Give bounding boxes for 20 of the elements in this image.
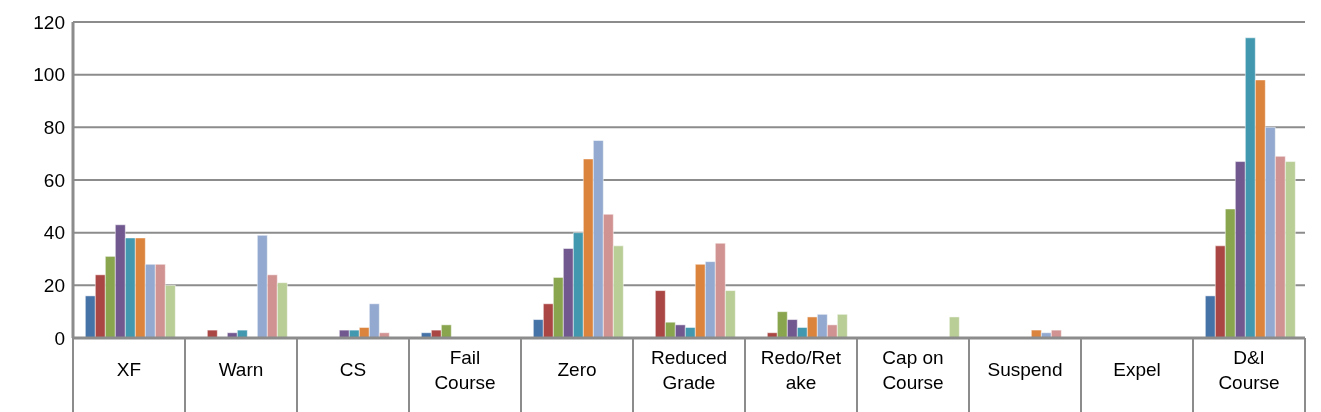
x-tick-label: Fail Course: [434, 347, 496, 393]
x-tick-label: CS: [339, 359, 367, 380]
x-tick-label: XF: [116, 359, 142, 380]
x-tick-label: Redo/Retake: [760, 347, 842, 393]
x-tick-label: Reduced Grade: [650, 347, 728, 393]
y-tick-label: 40: [43, 222, 65, 244]
y-tick-label: 80: [43, 117, 65, 139]
y-tick-label: 60: [43, 169, 65, 191]
bar: [948, 316, 960, 338]
x-tick-label: Suspend: [987, 359, 1063, 380]
x-tick-label: Expel: [1113, 359, 1161, 380]
y-tick-label: 20: [43, 275, 65, 297]
bar: [206, 329, 218, 338]
x-tick-label: Cap on Course: [882, 347, 944, 393]
y-tick-label: 100: [33, 64, 65, 86]
x-tick-label: Zero: [557, 359, 597, 380]
x-tick-label: Warn: [218, 359, 264, 380]
y-tick-label: 0: [54, 327, 65, 349]
x-tick-label: D&I Course: [1218, 347, 1280, 393]
y-tick-label: 120: [33, 11, 65, 33]
